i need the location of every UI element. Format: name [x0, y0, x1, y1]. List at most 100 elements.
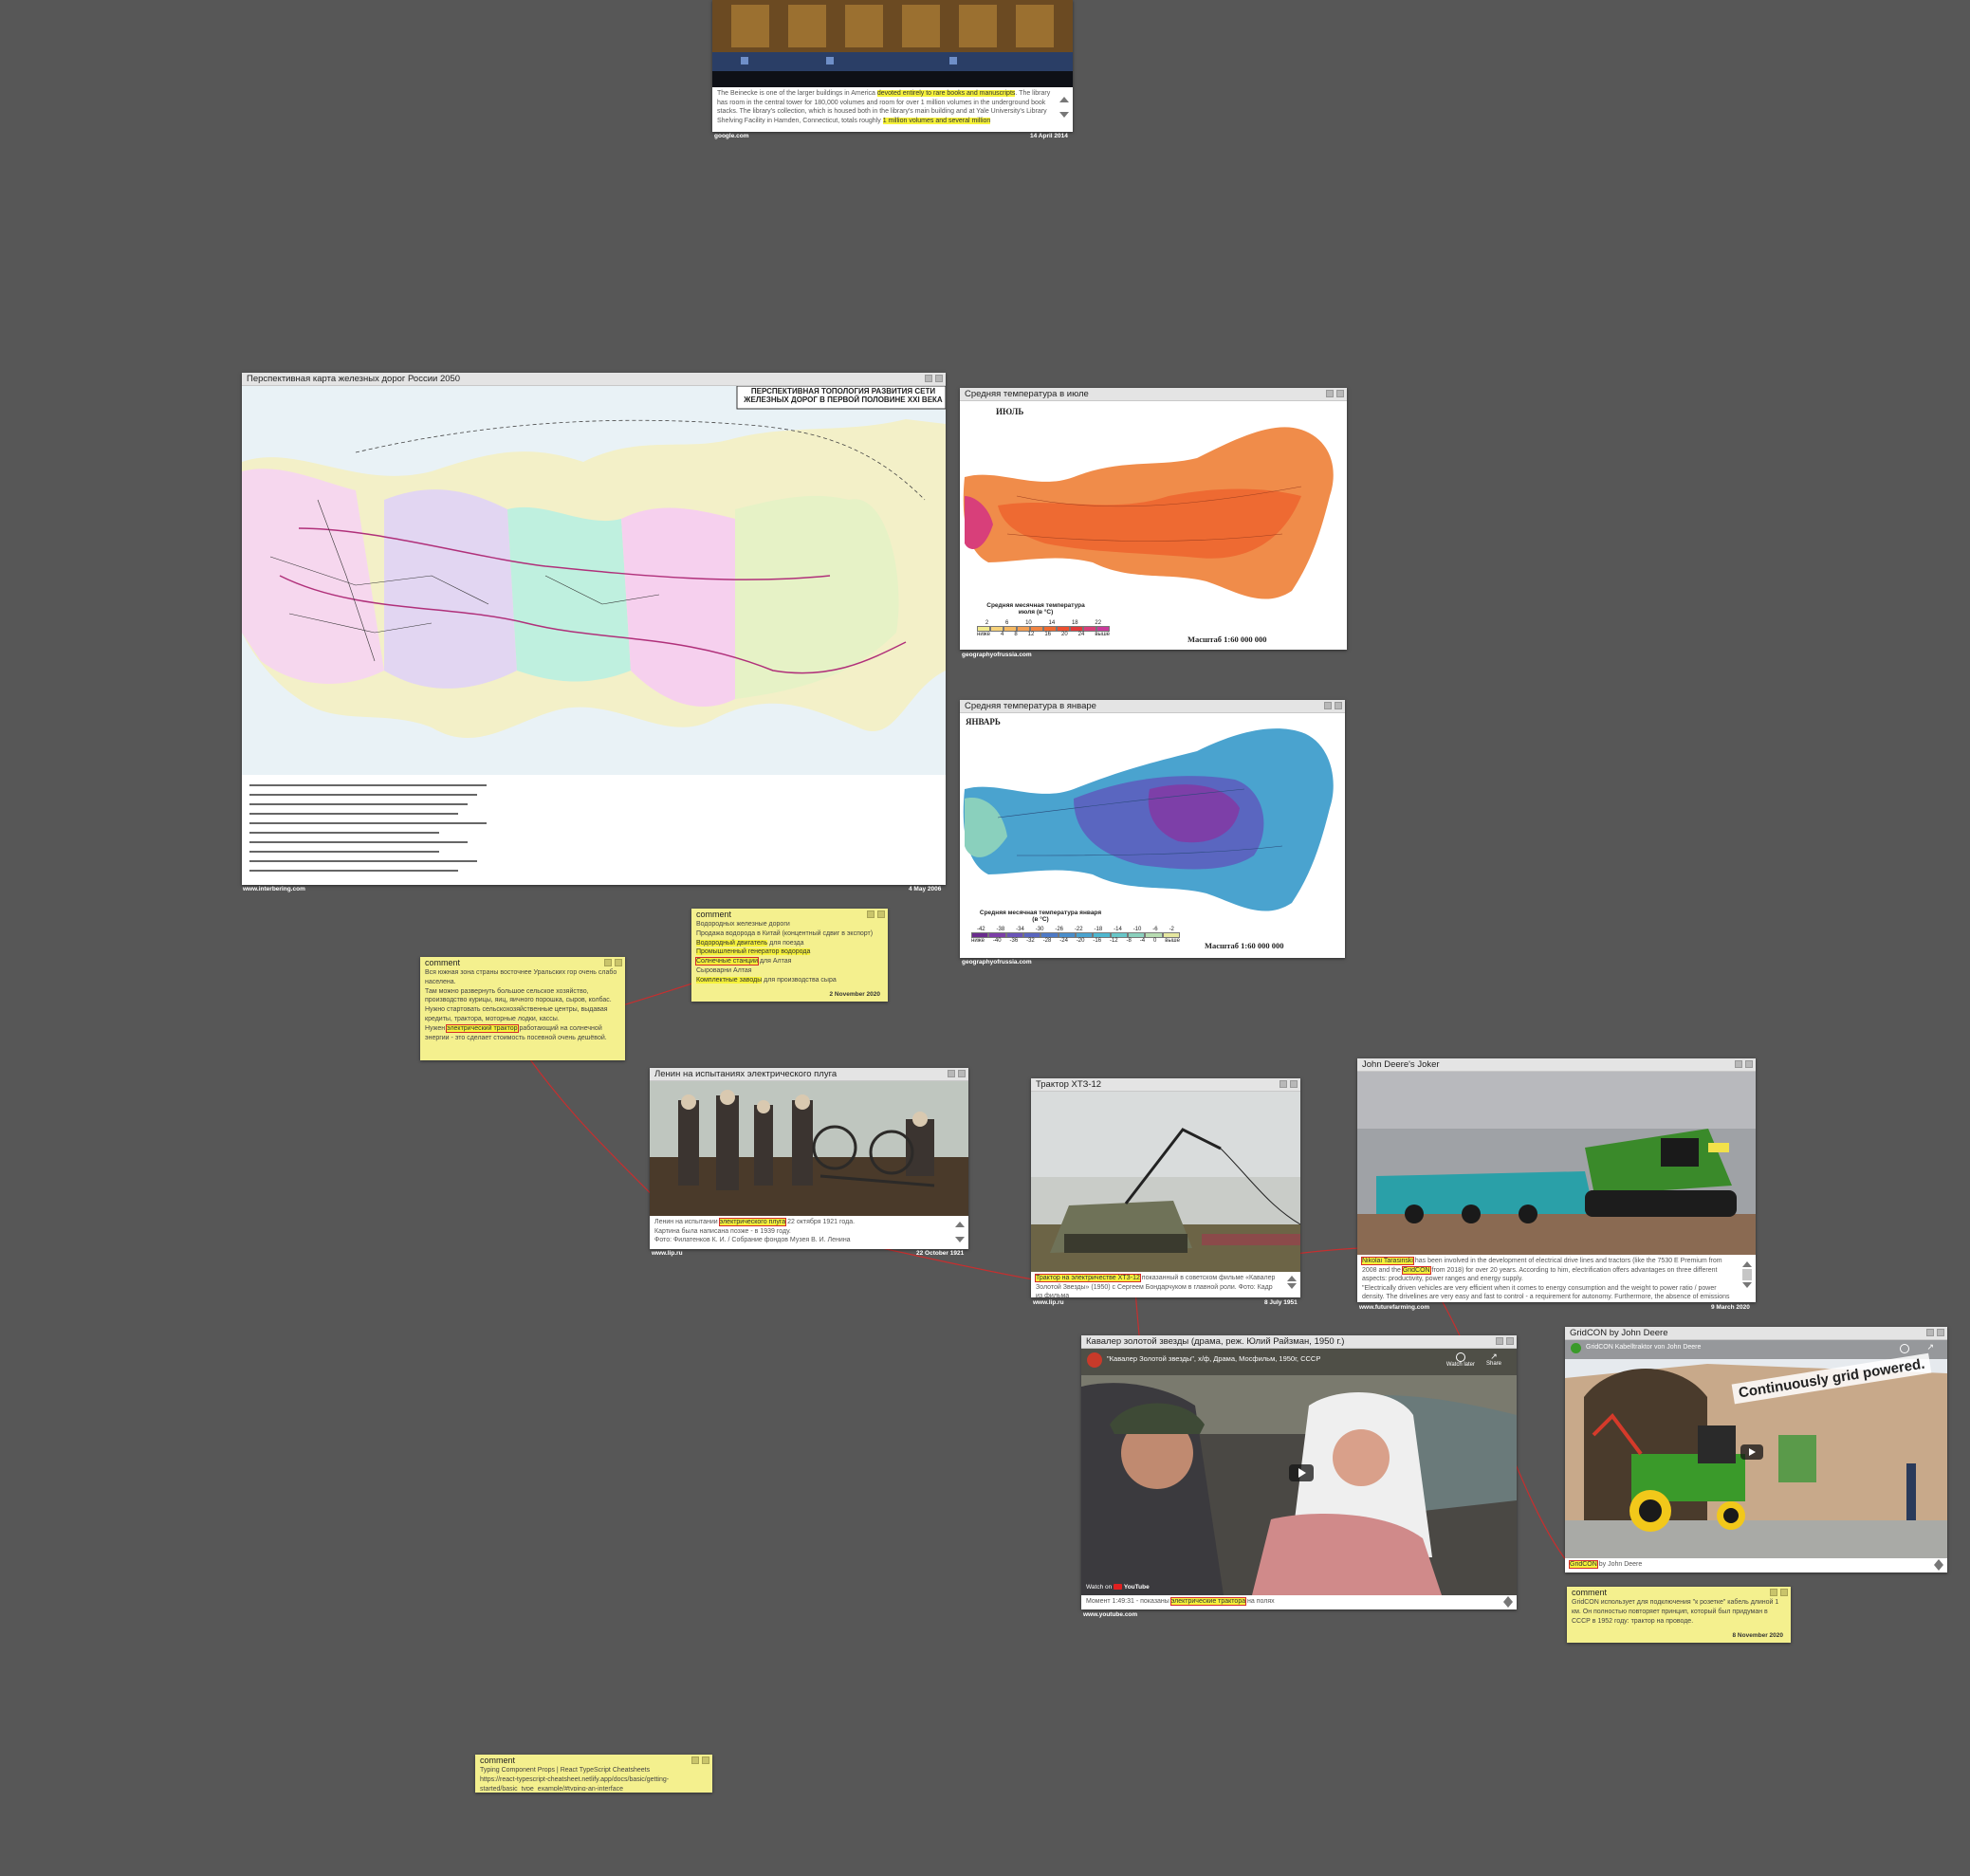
july-temperature-card[interactable]: Средняя температура в июле ИЮЛЬ Средняя …	[960, 388, 1347, 650]
beinecke-source[interactable]: google.com	[714, 133, 749, 139]
edit-icon[interactable]	[1770, 1589, 1777, 1596]
railmap-source[interactable]: www.interbering.com	[243, 886, 305, 892]
railmap-card[interactable]: Перспективная карта железных дорог Росси…	[242, 373, 946, 885]
highlight[interactable]: 1 million volumes and several million	[882, 117, 991, 124]
xtz-title[interactable]: Трактор ХТЗ-12	[1031, 1078, 1300, 1092]
film-source[interactable]: www.youtube.com	[1083, 1611, 1138, 1618]
january-legend-bottom-label: -8	[1126, 938, 1132, 944]
comment-note-south[interactable]: comment Вся южная зона страны восточнее …	[420, 957, 625, 1060]
note-link[interactable]: https://react-typescript-cheatsheet.netl…	[480, 1775, 670, 1791]
scroll-thumb[interactable]	[1742, 1269, 1752, 1280]
beinecke-card[interactable]: The Beinecke is one of the larger buildi…	[712, 0, 1073, 132]
description-scroll[interactable]	[1501, 1596, 1515, 1608]
july-legend-swatch	[1043, 626, 1057, 632]
january-source[interactable]: geographyofrussia.com	[962, 959, 1032, 966]
edit-icon[interactable]	[925, 375, 932, 382]
lenin-source[interactable]: www.lip.ru	[652, 1250, 683, 1257]
july-legend-top-label: 14	[1048, 620, 1056, 626]
scroll-down-icon[interactable]	[1287, 1283, 1297, 1289]
scroll-up-icon[interactable]	[1934, 1559, 1943, 1565]
close-icon[interactable]	[1506, 1337, 1514, 1345]
scroll-up-icon[interactable]	[955, 1222, 965, 1227]
share-button[interactable]: ↗ Share	[1485, 1352, 1501, 1368]
close-icon[interactable]	[1780, 1589, 1788, 1596]
xtz-card[interactable]: Трактор ХТЗ-12 Трактор на электричестве …	[1031, 1078, 1300, 1297]
edit-icon[interactable]	[604, 959, 612, 966]
description-scroll[interactable]	[1740, 1260, 1754, 1290]
description-scroll[interactable]	[953, 1220, 967, 1244]
watch-later-icon[interactable]	[1900, 1344, 1909, 1353]
scroll-down-icon[interactable]	[1742, 1282, 1752, 1288]
edit-icon[interactable]	[691, 1756, 699, 1764]
comment-note-hydrogen[interactable]: comment Водородных железные дороги Прода…	[691, 909, 888, 1002]
watch-later-button[interactable]: Watch later	[1446, 1352, 1475, 1368]
edit-icon[interactable]	[948, 1070, 955, 1077]
railmap-title[interactable]: Перспективная карта железных дорог Росси…	[242, 373, 946, 386]
scroll-up-icon[interactable]	[1503, 1596, 1513, 1602]
video-title[interactable]: "Кавалер Золотой звезды", х/ф, Драма, Мо…	[1107, 1354, 1321, 1363]
scroll-up-icon[interactable]	[1287, 1276, 1297, 1281]
january-legend-top-label: -30	[1035, 927, 1044, 932]
gridcon-title[interactable]: GridCON by John Deere	[1565, 1327, 1947, 1340]
close-icon[interactable]	[958, 1070, 966, 1077]
july-legend-swatch	[1096, 626, 1110, 632]
xtz-date: 8 July 1951	[1264, 1299, 1298, 1306]
scroll-down-icon[interactable]	[955, 1237, 965, 1242]
close-icon[interactable]	[935, 375, 943, 382]
highlight[interactable]: devoted entirely to rare books and manus…	[876, 90, 1016, 97]
xtz-source[interactable]: www.lip.ru	[1033, 1299, 1064, 1306]
scroll-up-icon[interactable]	[1059, 97, 1069, 102]
edit-icon[interactable]	[1926, 1329, 1934, 1336]
close-icon[interactable]	[1745, 1060, 1753, 1068]
january-title[interactable]: Средняя температура в январе	[960, 700, 1345, 713]
scroll-down-icon[interactable]	[1503, 1602, 1513, 1608]
edit-icon[interactable]	[867, 910, 875, 918]
january-temperature-card[interactable]: Средняя температура в январе ЯНВАРЬ Сред…	[960, 700, 1345, 958]
lenin-card[interactable]: Ленин на испытаниях электрического плуга…	[650, 1068, 968, 1249]
close-icon[interactable]	[1937, 1329, 1944, 1336]
linked-highlight[interactable]: GridCON	[1569, 1560, 1598, 1569]
film-title[interactable]: Кавалер золотой звезды (драма, реж. Юлий…	[1081, 1335, 1517, 1349]
linked-highlight[interactable]: электрического плуга	[718, 1218, 787, 1226]
linked-highlight[interactable]: электрические трактора	[1169, 1597, 1247, 1606]
lenin-title[interactable]: Ленин на испытаниях электрического плуга	[650, 1068, 968, 1081]
play-button[interactable]	[1740, 1444, 1763, 1460]
comment-note-gridcon[interactable]: comment GridCON использует для подключен…	[1567, 1587, 1791, 1643]
video-title[interactable]: GridCON Kabelltraktor von John Deere	[1586, 1344, 1702, 1351]
edit-icon[interactable]	[1496, 1337, 1503, 1345]
linked-highlight[interactable]: Солнечные станции	[694, 957, 760, 966]
share-icon[interactable]: ↗	[1926, 1342, 1934, 1352]
linked-highlight[interactable]: Трактор на электричестве ХТЗ-12	[1035, 1274, 1141, 1282]
linked-highlight[interactable]: Nikolai Tarasinski	[1361, 1257, 1414, 1265]
gridcon-video-player[interactable]: GridCON Kabelltraktor von John Deere ↗ C…	[1565, 1340, 1947, 1558]
joker-source[interactable]: www.futurefarming.com	[1359, 1304, 1430, 1311]
july-source[interactable]: geographyofrussia.com	[962, 652, 1032, 658]
close-icon[interactable]	[1335, 702, 1342, 709]
edit-icon[interactable]	[1735, 1060, 1742, 1068]
linked-highlight[interactable]: электрический трактор	[446, 1023, 519, 1033]
linked-highlight[interactable]: GridCON	[1401, 1265, 1431, 1275]
close-icon[interactable]	[877, 910, 885, 918]
film-video-player[interactable]: "Кавалер Золотой звезды", х/ф, Драма, Мо…	[1081, 1349, 1517, 1595]
description-scroll[interactable]	[1932, 1559, 1945, 1571]
joker-card[interactable]: John Deere's Joker Nikolai Tarasinski ha…	[1357, 1058, 1756, 1302]
description-scroll[interactable]	[1058, 95, 1071, 120]
comment-note-typing[interactable]: comment Typing Component Props | React T…	[475, 1755, 712, 1793]
description-scroll[interactable]	[1285, 1274, 1298, 1291]
scroll-down-icon[interactable]	[1059, 112, 1069, 118]
close-icon[interactable]	[615, 959, 622, 966]
watch-on-youtube[interactable]: Watch on YouTube	[1086, 1584, 1150, 1591]
joker-title[interactable]: John Deere's Joker	[1357, 1058, 1756, 1072]
scroll-up-icon[interactable]	[1742, 1261, 1752, 1267]
july-title[interactable]: Средняя температура в июле	[960, 388, 1347, 401]
play-button[interactable]	[1289, 1464, 1314, 1481]
edit-icon[interactable]	[1326, 390, 1334, 397]
close-icon[interactable]	[1336, 390, 1344, 397]
edit-icon[interactable]	[1324, 702, 1332, 709]
close-icon[interactable]	[1290, 1080, 1298, 1088]
film-card[interactable]: Кавалер золотой звезды (драма, реж. Юлий…	[1081, 1335, 1517, 1609]
edit-icon[interactable]	[1280, 1080, 1287, 1088]
gridcon-card[interactable]: GridCON by John Deere GridCON Kabelltrak…	[1565, 1327, 1947, 1573]
close-icon[interactable]	[702, 1756, 709, 1764]
scroll-down-icon[interactable]	[1934, 1565, 1943, 1571]
